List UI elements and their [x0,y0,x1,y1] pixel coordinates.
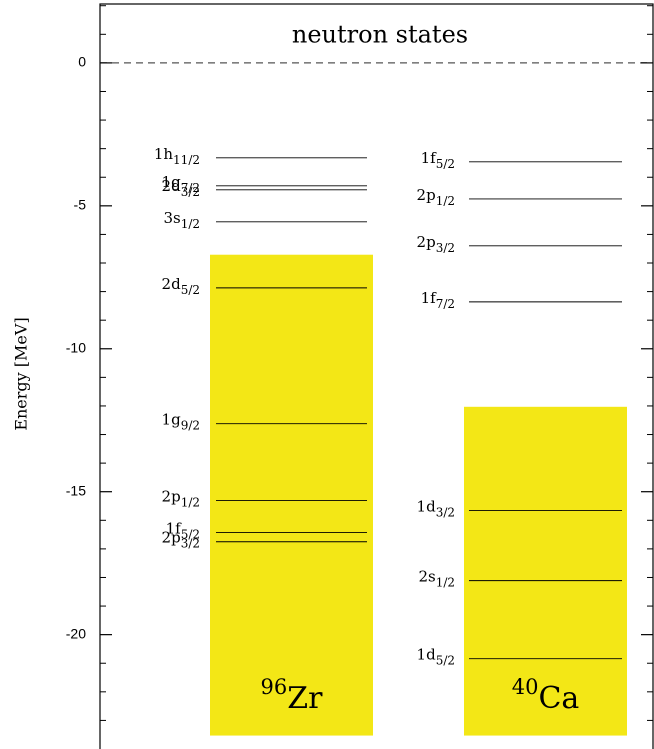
level-label: 2d5/2 [162,275,200,297]
level-label: 2p1/2 [417,186,455,208]
level-j: 3/2 [181,184,200,198]
y-axis-label: Energy [MeV] [12,317,31,430]
level-j: 9/2 [181,418,200,432]
level-orbital: 1g [162,411,182,429]
nucleus-mass: 40 [512,675,539,699]
level-orbital: 1f [421,289,438,307]
nucleus-symbol: Ca [538,681,579,716]
level-orbital: 1d [417,498,437,516]
level-j: 11/2 [173,152,200,166]
level-orbital: 2s [418,568,435,586]
level-label: 2s1/2 [418,568,455,590]
level-orbital: 2p [162,488,181,506]
y-tick-label: -15 [66,482,86,498]
level-label: 2d3/2 [162,177,200,199]
plot-frame [99,3,654,749]
level-j: 5/2 [436,156,455,170]
level-orbital: 2p [162,529,181,547]
level-j: 1/2 [181,495,200,509]
nucleus-symbol: Zr [287,681,323,716]
level-j: 3/2 [181,536,200,550]
chart-title: neutron states [292,21,468,49]
level-orbital: 1h [154,145,174,163]
level-orbital: 2d [162,275,182,293]
fermi-sea-band [210,254,373,736]
nucleus-label: 40Ca [512,675,580,717]
level-j: 1/2 [436,575,455,589]
y-tick-label: -20 [66,625,86,641]
level-j: 5/2 [436,653,455,667]
y-tick-label: 0 [78,54,86,70]
level-orbital: 1f [166,520,183,538]
level-label: 1f5/2 [166,520,200,542]
fermi-sea-band [464,406,627,736]
nucleus-mass: 96 [261,675,288,699]
level-orbital: 1d [417,646,437,664]
level-label: 2p3/2 [417,233,455,255]
level-label: 1h11/2 [154,145,200,167]
level-orbital: 1g [162,173,182,191]
y-tick-label: -5 [74,197,87,213]
level-label: 1f5/2 [421,149,455,171]
level-j: 5/2 [181,527,200,541]
level-label: 1g7/2 [162,173,200,195]
level-label: 1d3/2 [417,498,455,520]
level-j: 5/2 [181,282,200,296]
level-j: 1/2 [181,216,200,230]
level-orbital: 2p [417,186,436,204]
nucleus-label: 96Zr [261,675,324,717]
level-orbital: 3s [163,209,180,227]
level-j: 7/2 [436,296,455,310]
level-j: 3/2 [436,505,455,519]
level-label: 1f7/2 [421,289,455,311]
level-label: 2p1/2 [162,488,200,510]
level-j: 1/2 [436,193,455,207]
level-label: 1g9/2 [162,411,200,433]
level-orbital: 2d [162,177,182,195]
level-j: 3/2 [436,240,455,254]
level-orbital: 1f [421,149,438,167]
level-label: 1d5/2 [417,646,455,668]
level-label: 2p3/2 [162,529,200,551]
level-orbital: 2p [417,233,436,251]
level-j: 7/2 [181,180,200,194]
level-label: 3s1/2 [163,209,200,231]
y-tick-label: -10 [66,339,86,355]
